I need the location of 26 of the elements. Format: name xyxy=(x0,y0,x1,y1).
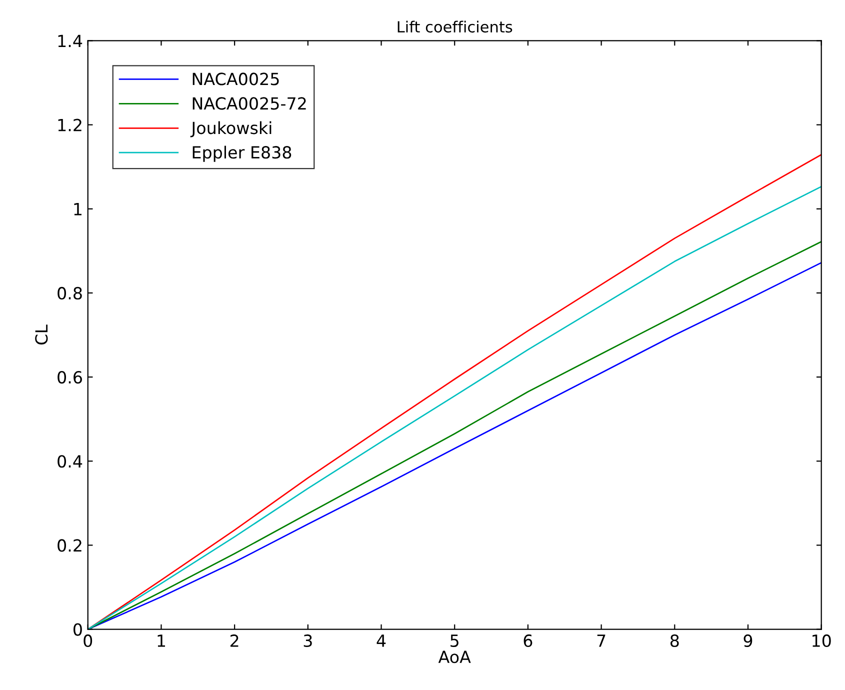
legend-label: Joukowski xyxy=(190,121,272,138)
y-tick-label: 1.2 xyxy=(58,118,82,132)
y-tick-label: 1.4 xyxy=(58,34,82,48)
legend-label: Eppler E838 xyxy=(192,146,292,162)
x-tick-label: 7 xyxy=(597,634,606,647)
y-tick-label: 0.8 xyxy=(58,286,82,300)
y-tick-label: 0.2 xyxy=(58,539,82,552)
x-tick-label: 6 xyxy=(524,634,532,648)
x-tick-label: 4 xyxy=(376,634,386,647)
x-tick-label: 5 xyxy=(450,634,458,648)
x-tick-label: 8 xyxy=(670,634,679,648)
x-tick-label: 9 xyxy=(744,634,752,648)
x-axis-title: AoA xyxy=(438,650,471,664)
x-tick-label: 2 xyxy=(230,634,238,647)
y-tick-label: 0.6 xyxy=(58,371,82,384)
x-tick-label: 1 xyxy=(158,634,165,647)
x-tick-label: 3 xyxy=(304,634,312,648)
y-axis-title: CL xyxy=(35,324,48,345)
chart-title: Lift coefficients xyxy=(398,20,512,33)
y-tick-label: 0.4 xyxy=(58,455,82,468)
y-tick-label: 0 xyxy=(74,623,82,636)
x-tick-label: 10 xyxy=(812,634,831,648)
y-tick-label: 1 xyxy=(74,203,82,216)
legend-label: NACA0025 xyxy=(192,72,279,86)
legend-label: NACA0025-72 xyxy=(192,97,306,110)
x-tick-label: 0 xyxy=(84,634,92,648)
